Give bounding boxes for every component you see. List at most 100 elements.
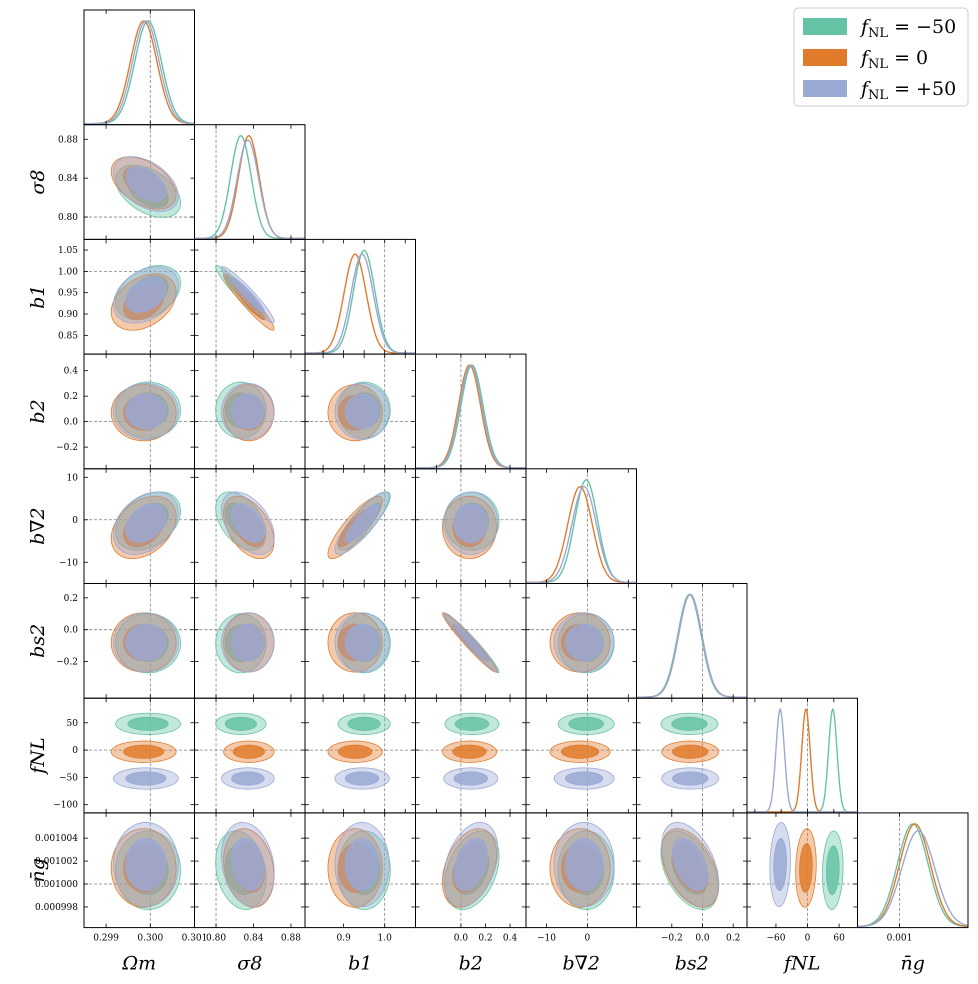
legend-label: fNL = 0: [859, 47, 928, 72]
y-axis-label-bs2: bs2: [27, 624, 49, 658]
x-tick-label: 0.0: [454, 934, 469, 944]
marginal-curve-b2-series-1: [415, 364, 526, 469]
panel-frame: [525, 468, 637, 584]
panel-ng-b1: [304, 812, 416, 929]
x-tick-label: 0.4: [503, 934, 518, 944]
x-tick-label: 0.88: [281, 934, 301, 944]
y-tick-label: 0.2: [64, 392, 78, 402]
marginal-curve-Om-series-2: [84, 20, 195, 125]
legend-swatch: [803, 49, 847, 66]
panel-content: [415, 698, 526, 813]
panel-content: [636, 583, 747, 699]
panel-content: [84, 239, 195, 355]
contour-68-series-1: [123, 744, 165, 759]
y-tick-label: 0: [72, 746, 78, 756]
marginal-curve-s8-series-0: [194, 134, 305, 240]
panel-content: [84, 583, 195, 699]
y-tick-label: −50: [59, 773, 78, 783]
x-tick-label: 0.001: [887, 934, 913, 944]
y-tick-label: 0.80: [58, 213, 78, 223]
x-axis-label-b1: b1: [348, 953, 372, 975]
marginal-curve-fNL-series-2: [747, 707, 858, 813]
x-tick-label: −60: [766, 934, 785, 944]
x-tick-label: 1.0: [378, 934, 393, 944]
marginal-curve-ng-series-2: [857, 830, 968, 928]
contour-68-series-2: [672, 837, 709, 892]
marginal-curve-s8-series-1: [194, 135, 305, 240]
x-axis-label-Om: Ωm: [121, 953, 156, 975]
panel-content: [636, 812, 747, 928]
panel-content: [194, 812, 305, 928]
legend-label: fNL = −50: [859, 16, 956, 41]
panel-content: [194, 468, 305, 584]
panel-content: [526, 812, 637, 928]
marginal-curve-bs2-series-0: [636, 593, 747, 698]
x-tick-label: 0.2: [478, 934, 492, 944]
panel-content: [194, 354, 305, 469]
marginal-curve-s8-series-2: [194, 139, 305, 240]
y-tick-label: 0.84: [58, 174, 78, 184]
contour-68-series-0: [224, 716, 257, 731]
y-tick-label: 0: [72, 516, 78, 526]
y-tick-label: 50: [67, 719, 79, 729]
y-tick-label: 0.88: [58, 135, 78, 145]
panel-fNL-s8: [194, 697, 306, 814]
panel-fNL-b1: [304, 697, 416, 814]
panel-fNL-bs2: [636, 697, 748, 814]
panel-s8-s8: [194, 124, 306, 240]
panel-ng-s8: [194, 812, 306, 929]
y-axis-label-fNL: fNL: [27, 737, 49, 775]
panel-content: [415, 468, 526, 584]
marginal-curve-ng-series-0: [857, 823, 968, 928]
y-axis-label-s8: σ8: [27, 170, 49, 195]
y-tick-label: 0.001002: [35, 857, 78, 867]
legend-swatch: [803, 18, 847, 35]
y-tick-label: −10: [59, 558, 78, 568]
panel-ng-Om: [83, 812, 195, 929]
contour-68-series-2: [344, 393, 380, 430]
marginal-curve-b2-series-0: [415, 364, 526, 469]
panel-content: [305, 468, 416, 584]
panel-content: [747, 698, 858, 813]
y-tick-label: 0.0: [64, 418, 79, 428]
x-tick-label: −0.2: [661, 934, 683, 944]
x-tick-label: 0.300: [137, 934, 163, 944]
panel-content: [194, 583, 305, 699]
panel-bn2-s8: [194, 468, 306, 584]
panel-bn2-bn2: [525, 468, 637, 584]
panel-bn2-b2: [415, 468, 527, 584]
marginal-curve-b1-series-2: [305, 253, 416, 354]
contour-68-series-2: [344, 503, 380, 543]
panel-bs2-b1: [304, 583, 416, 699]
legend: fNL = −50 fNL = 0 fNL = +50: [793, 7, 969, 107]
x-axis-label-b2: b2: [459, 953, 483, 975]
y-axis-label-b2: b2: [27, 399, 49, 423]
panel-fNL-fNL: [746, 697, 858, 814]
contour-68-series-2: [125, 837, 167, 892]
legend-label: fNL = +50: [859, 78, 956, 103]
marginal-curve-Om-series-0: [84, 20, 195, 125]
contour-68-series-0: [671, 716, 708, 731]
panel-content: [84, 354, 195, 469]
panel-frame: [415, 353, 527, 470]
contour-68-series-0: [568, 716, 604, 731]
panel-bn2-Om: [83, 468, 195, 584]
panel-content: [194, 239, 305, 355]
y-tick-label: 1.05: [58, 246, 78, 256]
x-tick-label: 0.0: [695, 934, 710, 944]
x-axis-label-ng: n̄g: [901, 953, 925, 975]
panel-content: [194, 698, 305, 813]
panel-bs2-b2: [415, 583, 527, 699]
panel-content: [415, 812, 526, 928]
panel-bs2-s8: [194, 583, 306, 699]
marginal-curve-ng-series-1: [857, 823, 968, 928]
panel-ng-ng: [857, 812, 969, 929]
x-tick-label: −10: [537, 934, 556, 944]
y-tick-label: 10: [67, 473, 79, 483]
contour-68-series-2: [125, 276, 167, 313]
legend-swatch: [803, 80, 847, 97]
marginal-curve-bn2-series-1: [526, 485, 637, 584]
x-axis-label-bn2: b∇2: [562, 953, 600, 975]
panel-ng-bn2: [525, 812, 637, 929]
panel-frame: [857, 812, 969, 929]
